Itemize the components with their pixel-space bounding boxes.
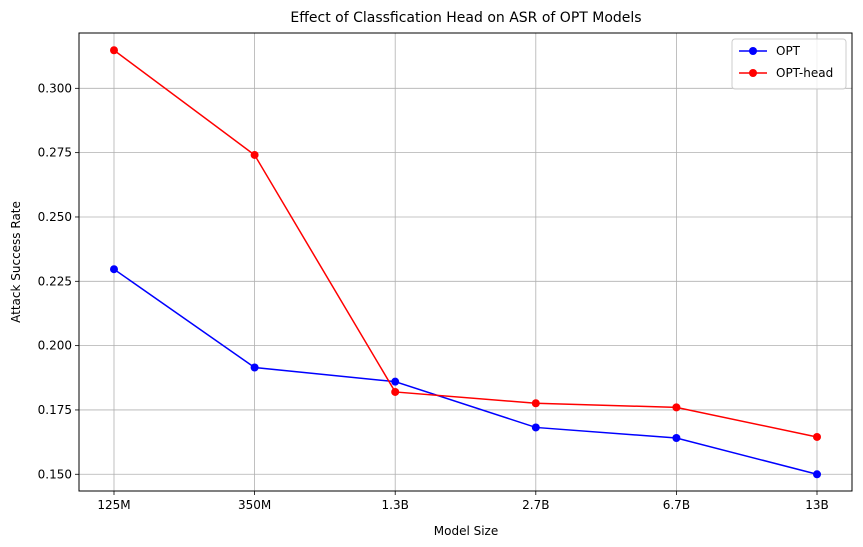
data-point bbox=[110, 46, 118, 55]
legend: OPT OPT-head bbox=[731, 38, 847, 90]
legend-item: OPT-head bbox=[739, 66, 833, 80]
series-line bbox=[113, 49, 818, 438]
x-tick-label: 125M bbox=[97, 498, 130, 512]
y-tick-label: 0.200 bbox=[38, 339, 72, 353]
legend-label: OPT bbox=[776, 44, 801, 58]
chart-title: Effect of Classfication Head on ASR of O… bbox=[290, 10, 641, 26]
grid bbox=[79, 33, 852, 491]
x-tick-label: 350M bbox=[238, 498, 271, 512]
y-tick-label: 0.275 bbox=[38, 146, 72, 160]
data-point bbox=[672, 403, 681, 412]
y-tick-label: 0.150 bbox=[38, 467, 72, 481]
legend-label: OPT-head bbox=[776, 66, 833, 80]
data-point bbox=[110, 265, 118, 274]
legend-marker bbox=[749, 47, 757, 55]
y-axis-label: Attack Success Rate bbox=[9, 201, 23, 323]
data-point bbox=[531, 399, 540, 408]
data-point bbox=[250, 363, 259, 372]
y-tick-label: 0.225 bbox=[38, 274, 72, 288]
data-point bbox=[391, 377, 400, 386]
data-point bbox=[813, 470, 821, 479]
series-opt bbox=[110, 265, 821, 479]
legend-item: OPT bbox=[739, 44, 801, 58]
series-layer bbox=[110, 46, 821, 479]
data-point bbox=[813, 432, 821, 441]
y-tick-label: 0.250 bbox=[38, 210, 72, 224]
x-axis-label: Model Size bbox=[434, 524, 498, 538]
series-line bbox=[113, 268, 818, 476]
legend-marker bbox=[749, 69, 757, 77]
x-tick-label: 1.3B bbox=[382, 498, 409, 512]
y-axis: 0.150 0.175 0.200 0.225 0.250 0.275 0.300 bbox=[38, 81, 79, 481]
y-tick-label: 0.300 bbox=[38, 81, 72, 95]
data-point bbox=[391, 387, 400, 396]
x-tick-label: 6.7B bbox=[663, 498, 690, 512]
series-opt-head bbox=[110, 46, 821, 441]
data-point bbox=[531, 423, 540, 432]
data-point bbox=[250, 150, 259, 159]
data-point bbox=[672, 433, 681, 442]
plot-frame bbox=[78, 32, 853, 492]
x-tick-label: 13B bbox=[805, 498, 829, 512]
y-tick-label: 0.175 bbox=[38, 403, 72, 417]
x-tick-label: 2.7B bbox=[522, 498, 549, 512]
x-axis: 125M 350M 1.3B 2.7B 6.7B 13B bbox=[97, 491, 829, 512]
